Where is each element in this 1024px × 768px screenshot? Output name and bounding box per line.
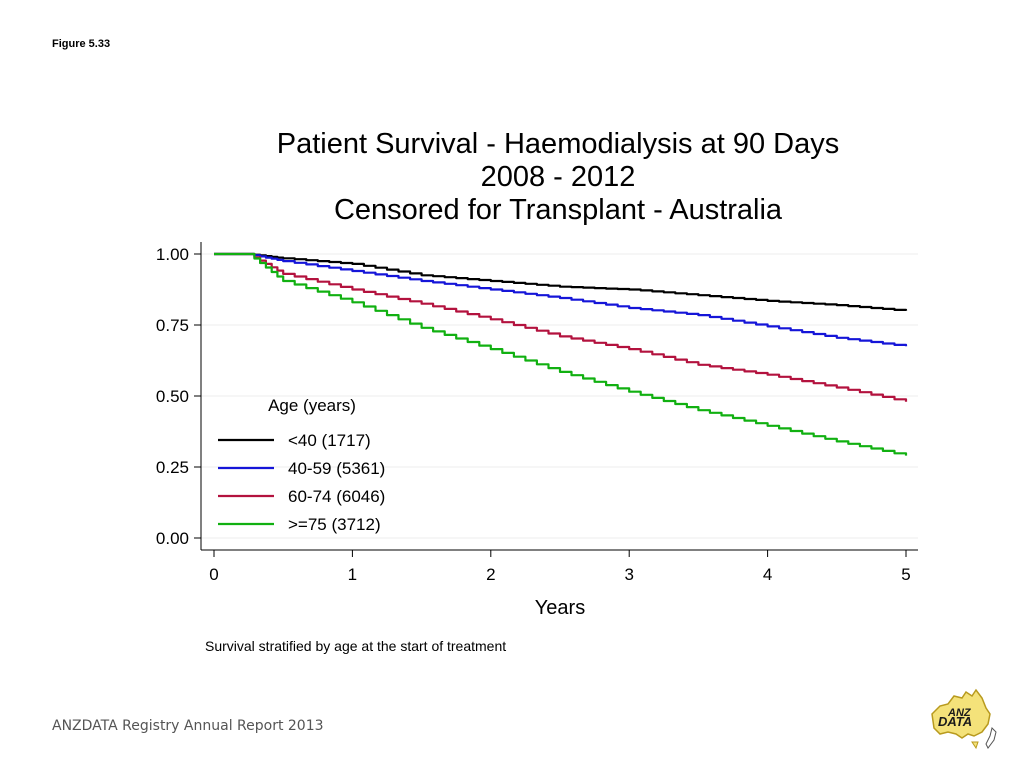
logo-text-bottom: DATA <box>938 714 972 729</box>
x-tick-label: 3 <box>624 565 633 584</box>
y-tick-label: 0.50 <box>156 387 189 406</box>
chart-title-line-2: 2008 - 2012 <box>480 161 636 193</box>
y-tick-label: 0.75 <box>156 316 189 335</box>
figure-label: Figure 5.33 <box>52 38 111 50</box>
legend-label-0: <40 (1717) <box>288 431 371 450</box>
legend-title: Age (years) <box>268 396 356 415</box>
chart-title: Patient Survival - Haemodialysis at 90 D… <box>200 128 916 227</box>
series-line-0 <box>214 252 908 311</box>
legend-label-3: >=75 (3712) <box>288 515 381 534</box>
x-tick-label: 1 <box>348 565 357 584</box>
axes: 0.00 0.25 0.50 0.75 1.00 0 1 2 3 4 5 Years <box>156 242 918 619</box>
australia-map-logo-icon: ANZ DATA <box>931 688 997 750</box>
legend-label-2: 60-74 (6046) <box>288 487 385 506</box>
series-line-1 <box>214 252 908 347</box>
chart-caption: Survival stratified by age at the start … <box>205 638 507 654</box>
x-tick-label: 2 <box>486 565 495 584</box>
series-lines <box>214 252 908 456</box>
y-tick-label: 1.00 <box>156 245 189 264</box>
x-tick-label: 0 <box>209 565 218 584</box>
report-footer: ANZDATA Registry Annual Report 2013 <box>52 718 324 734</box>
legend-label-1: 40-59 (5361) <box>288 459 385 478</box>
x-tick-label: 5 <box>901 565 910 584</box>
series-line-3 <box>214 252 908 456</box>
y-tick-label: 0.25 <box>156 458 189 477</box>
chart-title-line-1: Patient Survival - Haemodialysis at 90 D… <box>276 128 840 160</box>
grid-lines <box>201 253 918 539</box>
legend: Age (years) <40 (1717) 40-59 (5361) 60-74 (… <box>218 396 385 534</box>
y-tick-label: 0.00 <box>156 529 189 548</box>
x-axis-label: Years <box>535 597 585 619</box>
series-line-2 <box>214 252 908 402</box>
chart-title-line-3: Censored for Transplant - Australia <box>333 194 783 226</box>
x-tick-label: 4 <box>763 565 772 584</box>
logo-text-top: ANZ <box>947 707 972 719</box>
